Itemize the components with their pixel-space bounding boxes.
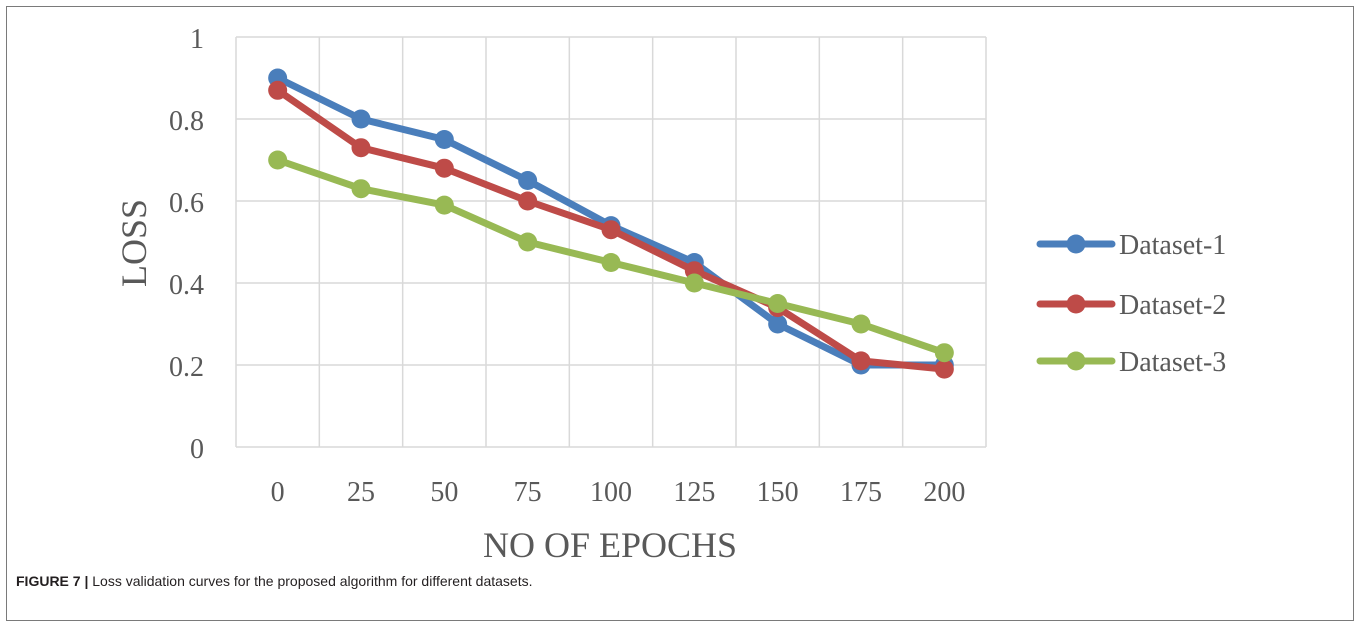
data-point	[268, 150, 288, 170]
data-point	[851, 314, 871, 334]
legend-label: Dataset-1	[1119, 230, 1226, 261]
figure-caption-label: FIGURE 7 |	[16, 573, 89, 589]
data-point	[351, 109, 371, 129]
data-point	[768, 314, 788, 334]
figure-frame	[6, 6, 1354, 621]
data-point	[434, 195, 454, 215]
legend-item-3: Dataset-3	[1036, 347, 1226, 378]
y-tick-label: 0	[190, 434, 204, 465]
legend: Dataset-1 Dataset-2 Dataset-3	[1036, 230, 1226, 378]
figure-caption: FIGURE 7 | Loss validation curves for th…	[16, 573, 532, 589]
data-point	[351, 138, 371, 158]
data-point	[434, 130, 454, 149]
data-point	[934, 359, 954, 379]
y-tick-labels: 0 0.2 0.4 0.6 0.8 1	[169, 24, 204, 465]
x-tick-label: 75	[514, 477, 542, 508]
y-axis-title: LOSS	[114, 199, 154, 287]
data-point	[434, 158, 454, 178]
data-point	[351, 179, 371, 199]
data-point	[518, 191, 538, 211]
y-tick-label: 0.6	[169, 188, 204, 219]
x-tick-label: 100	[590, 477, 632, 508]
data-point	[851, 351, 871, 371]
y-tick-label: 0.8	[169, 106, 204, 137]
data-point	[518, 232, 538, 252]
legend-label: Dataset-2	[1119, 290, 1226, 321]
x-tick-labels: 0 25 50 75 100 125 150 175 200	[271, 477, 966, 508]
data-point	[684, 273, 704, 293]
y-tick-label: 0.2	[169, 352, 204, 383]
legend-swatch-marker	[1066, 294, 1086, 314]
data-point	[768, 294, 788, 313]
x-axis-title: NO OF EPOCHS	[483, 525, 737, 565]
series-2	[268, 80, 954, 379]
figure-caption-text: Loss validation curves for the proposed …	[88, 573, 533, 589]
legend-swatch-marker	[1066, 351, 1086, 371]
y-tick-label: 1	[190, 24, 204, 55]
x-tick-label: 25	[347, 477, 375, 508]
legend-item-2: Dataset-2	[1036, 290, 1226, 321]
data-point	[518, 171, 538, 190]
x-tick-label: 200	[923, 477, 965, 508]
x-tick-label: 50	[430, 477, 458, 508]
y-tick-label: 0.4	[169, 270, 204, 301]
x-tick-label: 0	[271, 477, 285, 508]
x-tick-label: 125	[673, 477, 715, 508]
data-point	[934, 343, 954, 363]
series-lines	[268, 68, 954, 379]
x-tick-label: 150	[757, 477, 799, 508]
legend-label: Dataset-3	[1119, 347, 1226, 378]
data-point	[601, 220, 621, 240]
x-tick-label: 175	[840, 477, 882, 508]
legend-item-1: Dataset-1	[1036, 230, 1226, 261]
legend-swatch-marker	[1066, 234, 1086, 254]
series-3	[268, 150, 954, 363]
data-point	[268, 80, 288, 100]
data-point	[601, 253, 621, 272]
grid-lines	[235, 36, 987, 448]
